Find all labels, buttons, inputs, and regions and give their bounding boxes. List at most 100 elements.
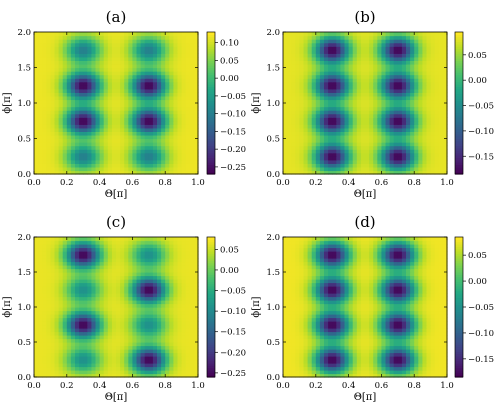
heatmap-cell bbox=[152, 286, 158, 291]
heatmap-cell bbox=[91, 363, 97, 368]
heatmap-cell bbox=[307, 99, 313, 104]
heatmap-cell bbox=[193, 142, 199, 147]
heatmap-cell bbox=[34, 359, 39, 364]
heatmap-cell bbox=[95, 363, 101, 368]
heatmap-cell bbox=[107, 244, 113, 249]
heatmap-cell bbox=[328, 39, 333, 44]
heatmap-cell bbox=[83, 134, 88, 140]
heatmap-cell bbox=[87, 324, 92, 329]
heatmap-cell bbox=[148, 78, 154, 83]
heatmap-cell bbox=[124, 254, 129, 259]
heatmap-cell bbox=[128, 356, 133, 361]
heatmap-cell bbox=[132, 366, 138, 371]
heatmap-cell bbox=[99, 170, 105, 175]
heatmap-cell bbox=[193, 300, 199, 305]
heatmap-cell bbox=[315, 63, 321, 69]
heatmap-cell bbox=[181, 293, 187, 298]
heatmap-cell bbox=[111, 335, 117, 340]
heatmap-cell bbox=[393, 71, 399, 76]
heatmap-cell bbox=[352, 95, 358, 101]
heatmap-cell bbox=[311, 145, 317, 150]
heatmap-cell bbox=[181, 363, 187, 368]
heatmap-cell bbox=[336, 92, 341, 97]
heatmap-cell bbox=[75, 268, 80, 273]
heatmap-cell bbox=[397, 170, 403, 175]
heatmap-cell bbox=[157, 95, 162, 101]
heatmap-cell bbox=[120, 149, 125, 154]
heatmap-cell bbox=[193, 60, 199, 65]
heatmap-cell bbox=[414, 103, 419, 108]
heatmap-cell bbox=[185, 300, 191, 305]
heatmap-cell bbox=[38, 314, 43, 319]
colorbar-segment bbox=[207, 79, 215, 83]
heatmap-cell bbox=[332, 42, 337, 47]
heatmap-cell bbox=[120, 88, 125, 93]
heatmap-cell bbox=[75, 335, 80, 340]
heatmap-cell bbox=[348, 95, 354, 101]
heatmap-cell bbox=[381, 95, 387, 101]
heatmap-cell bbox=[46, 163, 51, 168]
heatmap-cell bbox=[58, 258, 64, 263]
heatmap-cell bbox=[315, 127, 321, 132]
heatmap-cell bbox=[62, 103, 68, 108]
heatmap-cell bbox=[107, 32, 113, 37]
heatmap-cell bbox=[120, 103, 125, 108]
heatmap-cell bbox=[42, 268, 47, 273]
heatmap-cell bbox=[58, 247, 64, 252]
heatmap-cell bbox=[140, 110, 146, 115]
heatmap-cell bbox=[434, 156, 440, 161]
heatmap-cell bbox=[144, 46, 150, 51]
heatmap-cell bbox=[42, 81, 47, 86]
heatmap-cell bbox=[328, 35, 333, 40]
heatmap-cell bbox=[107, 92, 113, 97]
heatmap-cell bbox=[430, 127, 436, 132]
heatmap-cell bbox=[70, 289, 76, 294]
heatmap-cell bbox=[161, 345, 166, 350]
heatmap-cell bbox=[38, 81, 43, 86]
heatmap-cell bbox=[287, 53, 292, 58]
heatmap-cell bbox=[124, 117, 129, 122]
heatmap-cell bbox=[38, 156, 43, 161]
heatmap-cell bbox=[103, 307, 109, 312]
heatmap-cell bbox=[369, 42, 374, 47]
heatmap-cell bbox=[62, 131, 68, 136]
heatmap-cell bbox=[99, 331, 105, 336]
heatmap-cell bbox=[181, 39, 187, 44]
heatmap-cell bbox=[38, 258, 43, 263]
heatmap-cell bbox=[46, 81, 51, 86]
heatmap-cell bbox=[152, 261, 158, 266]
heatmap-cell bbox=[393, 117, 399, 122]
heatmap-cell bbox=[161, 81, 166, 86]
heatmap-cell bbox=[79, 363, 84, 368]
heatmap-cell bbox=[50, 134, 56, 140]
heatmap-cell bbox=[418, 63, 423, 69]
heatmap-cell bbox=[360, 63, 366, 69]
heatmap-cell bbox=[344, 81, 350, 86]
heatmap-cell bbox=[91, 63, 97, 69]
heatmap-cell bbox=[193, 265, 199, 270]
heatmap-cell bbox=[344, 142, 350, 147]
heatmap-cell bbox=[344, 156, 350, 161]
heatmap-cell bbox=[401, 117, 407, 122]
heatmap-cell bbox=[161, 342, 166, 347]
heatmap-cell bbox=[116, 74, 121, 79]
heatmap-cell bbox=[324, 71, 329, 76]
heatmap-cell bbox=[58, 78, 64, 83]
heatmap-cell bbox=[193, 152, 199, 157]
heatmap-cell bbox=[410, 152, 415, 157]
heatmap-cell bbox=[111, 321, 117, 326]
heatmap-cell bbox=[161, 247, 166, 252]
heatmap-cell bbox=[291, 166, 296, 172]
heatmap-cell bbox=[42, 310, 47, 315]
heatmap-cell bbox=[311, 113, 317, 118]
heatmap-cell bbox=[397, 71, 403, 76]
heatmap-cell bbox=[152, 92, 158, 97]
heatmap-cell bbox=[95, 88, 101, 93]
heatmap bbox=[34, 237, 199, 378]
heatmap-cell bbox=[103, 81, 109, 86]
heatmap-cell bbox=[397, 60, 403, 65]
heatmap-cell bbox=[124, 310, 129, 315]
heatmap-cell bbox=[295, 85, 300, 90]
heatmap-cell bbox=[181, 138, 187, 143]
heatmap-cell bbox=[136, 321, 142, 326]
